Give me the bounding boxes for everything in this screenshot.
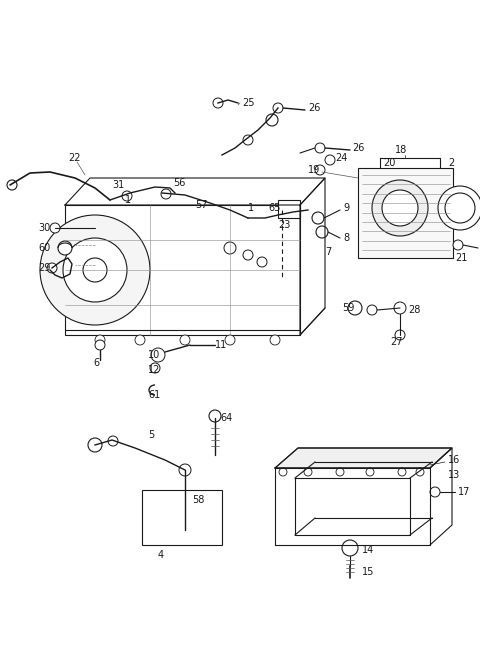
Circle shape xyxy=(325,155,335,165)
Text: 1: 1 xyxy=(125,195,131,205)
Circle shape xyxy=(209,410,221,422)
Text: 11: 11 xyxy=(215,340,227,350)
Circle shape xyxy=(266,114,278,126)
Circle shape xyxy=(395,330,405,340)
Bar xyxy=(358,168,453,258)
Text: 25: 25 xyxy=(242,98,254,108)
Text: 2: 2 xyxy=(448,158,454,168)
Text: 6: 6 xyxy=(93,358,99,368)
Circle shape xyxy=(316,226,328,238)
Circle shape xyxy=(179,464,191,476)
Circle shape xyxy=(180,335,190,345)
Text: 29: 29 xyxy=(38,263,50,273)
Text: 13: 13 xyxy=(448,470,460,480)
Bar xyxy=(142,490,222,545)
Circle shape xyxy=(367,305,377,315)
Circle shape xyxy=(63,238,127,302)
Circle shape xyxy=(438,186,480,230)
Circle shape xyxy=(58,241,72,255)
Text: 22: 22 xyxy=(68,153,81,163)
Circle shape xyxy=(83,258,107,282)
Circle shape xyxy=(7,180,17,190)
Circle shape xyxy=(213,98,223,108)
Text: 15: 15 xyxy=(362,567,374,577)
Text: 16: 16 xyxy=(448,455,460,465)
Circle shape xyxy=(50,223,60,233)
Circle shape xyxy=(304,468,312,476)
Circle shape xyxy=(315,165,325,175)
Circle shape xyxy=(453,240,463,250)
Text: 17: 17 xyxy=(458,487,470,497)
Text: 14: 14 xyxy=(362,545,374,555)
Text: 28: 28 xyxy=(408,305,420,315)
Circle shape xyxy=(225,335,235,345)
Circle shape xyxy=(394,302,406,314)
Circle shape xyxy=(224,242,236,254)
Circle shape xyxy=(366,468,374,476)
Circle shape xyxy=(108,436,118,446)
Circle shape xyxy=(382,190,418,226)
Text: 12: 12 xyxy=(148,365,160,375)
Circle shape xyxy=(47,263,57,273)
Text: 65: 65 xyxy=(268,203,280,213)
Circle shape xyxy=(95,335,105,345)
Text: 8: 8 xyxy=(343,233,349,243)
Circle shape xyxy=(270,335,280,345)
Bar xyxy=(278,200,300,218)
Circle shape xyxy=(430,487,440,497)
Circle shape xyxy=(372,180,428,236)
Circle shape xyxy=(150,363,160,373)
Text: 24: 24 xyxy=(335,153,348,163)
Circle shape xyxy=(95,340,105,350)
Text: 30: 30 xyxy=(38,223,50,233)
Circle shape xyxy=(315,143,325,153)
Text: 4: 4 xyxy=(158,550,164,560)
Text: 61: 61 xyxy=(148,390,160,400)
Circle shape xyxy=(445,193,475,223)
Text: 7: 7 xyxy=(325,247,331,257)
Circle shape xyxy=(257,257,267,267)
Circle shape xyxy=(279,468,287,476)
Circle shape xyxy=(398,468,406,476)
Circle shape xyxy=(243,250,253,260)
Circle shape xyxy=(135,335,145,345)
Text: 18: 18 xyxy=(395,145,407,155)
Text: 56: 56 xyxy=(173,178,185,188)
Circle shape xyxy=(416,468,424,476)
Circle shape xyxy=(88,438,102,452)
Text: 23: 23 xyxy=(278,220,290,230)
Text: 26: 26 xyxy=(352,143,364,153)
Text: 57: 57 xyxy=(195,200,207,210)
Text: 58: 58 xyxy=(192,495,204,505)
Text: 20: 20 xyxy=(383,158,396,168)
Polygon shape xyxy=(275,448,452,468)
Text: 21: 21 xyxy=(455,253,468,263)
Circle shape xyxy=(336,468,344,476)
Text: 26: 26 xyxy=(308,103,320,113)
Circle shape xyxy=(161,189,171,199)
Circle shape xyxy=(151,348,165,362)
Text: 31: 31 xyxy=(112,180,124,190)
Text: 19: 19 xyxy=(308,165,320,175)
Text: 60: 60 xyxy=(38,243,50,253)
Text: 27: 27 xyxy=(390,337,403,347)
Circle shape xyxy=(312,212,324,224)
Text: 10: 10 xyxy=(148,350,160,360)
Text: 9: 9 xyxy=(343,203,349,213)
Circle shape xyxy=(40,215,150,325)
Circle shape xyxy=(243,135,253,145)
Text: 1: 1 xyxy=(248,203,254,213)
Text: 5: 5 xyxy=(148,430,154,440)
Text: 64: 64 xyxy=(220,413,232,423)
Circle shape xyxy=(273,103,283,113)
Circle shape xyxy=(342,540,358,556)
Circle shape xyxy=(122,191,132,201)
Circle shape xyxy=(348,301,362,315)
Text: 59: 59 xyxy=(342,303,354,313)
